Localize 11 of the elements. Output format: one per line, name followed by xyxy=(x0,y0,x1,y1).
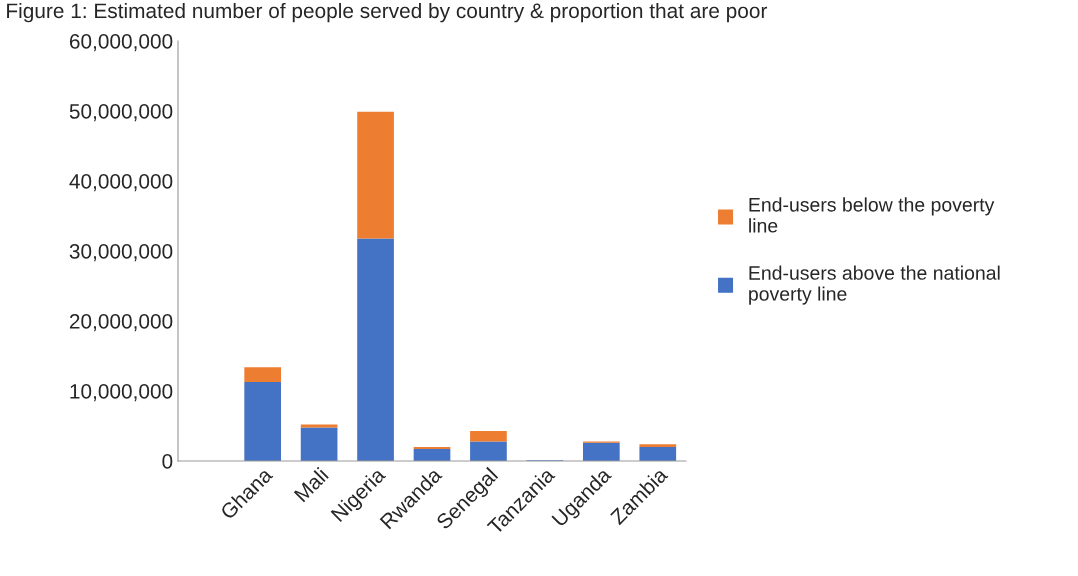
y-tick-label: 20,000,000 xyxy=(69,314,173,332)
y-tick-label: 40,000,000 xyxy=(69,174,173,192)
legend-label: End-users below the poverty line xyxy=(749,197,995,233)
y-tick-label: 10,000,000 xyxy=(70,384,173,402)
chart-title: Figure 1: Estimated number of people served by country & proportion that are poor xyxy=(7,2,768,23)
y-tick-label: 60,000,000 xyxy=(69,34,173,52)
x-tick-label: Mali xyxy=(293,466,329,503)
legend-label: End-users above the national poverty line xyxy=(749,265,1000,305)
y-tick-label: 0 xyxy=(162,454,173,469)
y-tick-label: 50,000,000 xyxy=(69,104,173,122)
y-tick-label: 30,000,000 xyxy=(69,244,173,262)
